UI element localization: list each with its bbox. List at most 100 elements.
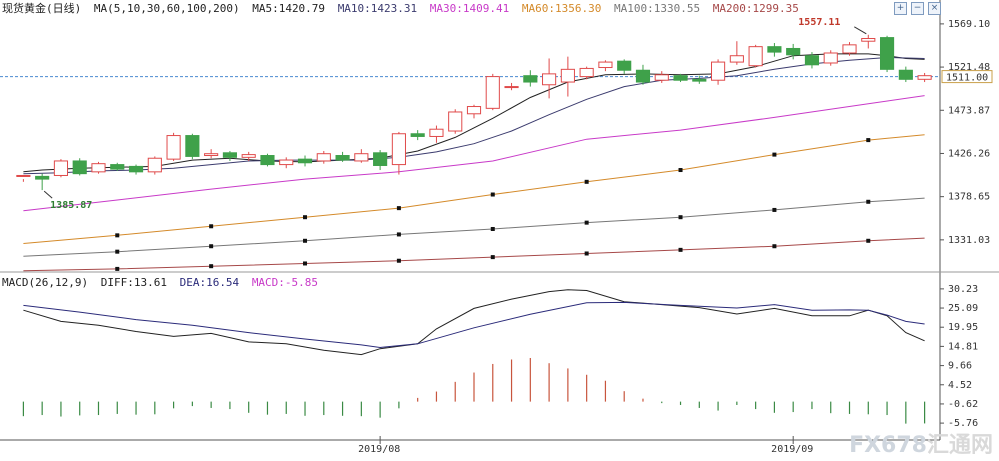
- candle-up: [917, 75, 932, 80]
- ma-line-ma5: [23, 53, 925, 173]
- candle-down: [373, 152, 388, 166]
- current-price-box: [941, 70, 993, 84]
- ma-marker-ma100: [490, 226, 495, 231]
- ma-marker-ma100: [772, 207, 777, 212]
- price-tick-label: 1569.10: [948, 19, 990, 30]
- low-annotation: 1385.87: [50, 200, 92, 211]
- ma-marker-ma200: [678, 247, 683, 252]
- candle-up: [842, 44, 857, 54]
- symbol-label[interactable]: 现货黄金(日线): [2, 2, 82, 15]
- macd-tick-label: -5.76: [948, 418, 978, 429]
- ma-marker-ma200: [866, 238, 871, 243]
- candle-down: [692, 78, 707, 82]
- high-annotation: 1557.11: [798, 17, 840, 28]
- ma-marker-ma60: [490, 192, 495, 197]
- ma-marker-ma100: [866, 199, 871, 204]
- ma30-value: MA30:1409.41: [429, 2, 510, 15]
- macd-tick-label: 4.52: [948, 380, 972, 391]
- ma-marker-ma100: [584, 220, 589, 225]
- macd-tick-label: 19.95: [948, 322, 978, 333]
- candle-up: [466, 106, 482, 115]
- candle-down: [767, 46, 782, 53]
- ma-marker-ma100: [115, 249, 120, 254]
- zoom-in-icon[interactable]: +: [894, 2, 907, 15]
- close-icon[interactable]: ×: [928, 2, 941, 15]
- ma-line-ma100: [23, 197, 925, 257]
- candle-down: [297, 158, 313, 164]
- fx678-logo: FX678汇通网: [849, 427, 993, 459]
- ma-marker-ma60: [209, 224, 214, 229]
- macd-tick-label: 14.81: [948, 341, 978, 352]
- candle-up: [391, 133, 406, 166]
- logo-cn: 汇通网: [926, 433, 993, 458]
- candle-up: [504, 86, 519, 89]
- main-chart-header: 现货黄金(日线) MA(5,10,30,60,100,200) MA5:1420…: [2, 2, 805, 15]
- candle-up: [729, 55, 744, 63]
- candle-up: [560, 68, 575, 83]
- candle-up: [579, 67, 594, 78]
- ma-marker-ma60: [115, 233, 120, 238]
- ma-marker-ma100: [396, 232, 401, 237]
- ma-marker-ma200: [396, 258, 401, 263]
- candle-up: [53, 160, 69, 176]
- zoom-out-icon[interactable]: −: [911, 2, 924, 15]
- ma-marker-ma100: [678, 215, 683, 220]
- date-label: 2019/08: [358, 444, 400, 455]
- ma-marker-ma100: [209, 244, 214, 249]
- candle-up: [279, 159, 294, 166]
- date-label: 2019/09: [771, 444, 813, 455]
- candle-down: [898, 69, 913, 80]
- ma-marker-ma60: [678, 168, 683, 173]
- ma-marker-ma200: [115, 266, 120, 271]
- candle-down: [879, 37, 895, 70]
- ma-marker-ma60: [303, 215, 308, 220]
- candle-up: [598, 61, 613, 69]
- macd-value: MACD:-5.85: [251, 276, 319, 289]
- price-tick-label: 1473.87: [948, 105, 990, 116]
- ma-line-ma30: [23, 95, 925, 212]
- candle-up: [448, 111, 463, 132]
- dea-value: DEA:16.54: [179, 276, 240, 289]
- candle-down: [185, 135, 200, 157]
- price-tick-label: 1331.03: [948, 235, 990, 246]
- ma-marker-ma200: [209, 264, 214, 269]
- ma-marker-ma200: [490, 255, 495, 260]
- ma-marker-ma100: [303, 238, 308, 243]
- candle-down: [786, 47, 801, 56]
- candle-down: [335, 155, 350, 161]
- candle-up: [711, 61, 726, 81]
- candle-down: [673, 75, 688, 81]
- price-tick-label: 1521.48: [948, 62, 990, 73]
- macd-tick-label: 25.09: [948, 303, 978, 314]
- price-tick-label: 1426.26: [948, 148, 990, 159]
- ma-marker-ma200: [584, 251, 589, 256]
- ma-marker-ma60: [772, 152, 777, 157]
- candle-down: [523, 75, 538, 83]
- ma200-value: MA200:1299.35: [712, 2, 799, 15]
- macd-tick-label: -0.62: [948, 399, 978, 410]
- ma100-value: MA100:1330.55: [614, 2, 701, 15]
- candle-down: [128, 165, 144, 173]
- candle-down: [635, 69, 651, 83]
- candle-up: [166, 135, 181, 160]
- candle-up: [748, 46, 763, 67]
- chart-toolbar: + − ×: [894, 2, 941, 15]
- ma5-value: MA5:1420.79: [252, 2, 326, 15]
- ma-line-ma200: [23, 237, 925, 272]
- candle-up: [204, 153, 219, 157]
- ma-marker-ma200: [303, 261, 308, 266]
- current-price-label: 1511.00: [946, 73, 988, 84]
- ma-marker-ma200: [772, 244, 777, 249]
- macd-definition: MACD(26,12,9): [2, 276, 89, 289]
- candle-down: [222, 152, 237, 158]
- candle-up: [654, 74, 669, 81]
- candle-down: [260, 155, 275, 166]
- ma60-value: MA60:1356.30: [521, 2, 602, 15]
- macd-tick-label: 9.66: [948, 361, 972, 372]
- candle-up: [316, 153, 331, 162]
- ma-line-ma60: [23, 134, 925, 244]
- candle-down: [617, 60, 632, 71]
- candle-down: [72, 160, 87, 175]
- ma-definition: MA(5,10,30,60,100,200): [93, 2, 240, 15]
